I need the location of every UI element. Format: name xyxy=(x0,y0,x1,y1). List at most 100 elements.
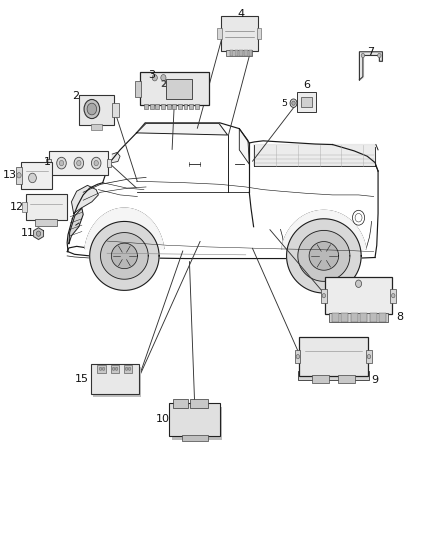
FancyBboxPatch shape xyxy=(140,72,209,106)
Bar xyxy=(155,104,159,109)
Text: 2: 2 xyxy=(160,80,166,89)
Text: 8: 8 xyxy=(396,312,403,322)
Bar xyxy=(46,159,51,167)
Text: 12: 12 xyxy=(10,202,25,212)
Polygon shape xyxy=(309,241,339,270)
Bar xyxy=(173,399,188,408)
Bar xyxy=(244,50,247,56)
Circle shape xyxy=(322,294,325,298)
Bar xyxy=(35,219,57,225)
FancyBboxPatch shape xyxy=(297,92,316,112)
Polygon shape xyxy=(69,208,83,244)
FancyBboxPatch shape xyxy=(26,195,67,220)
FancyBboxPatch shape xyxy=(221,15,258,51)
Bar xyxy=(167,104,170,109)
Polygon shape xyxy=(34,228,43,239)
Polygon shape xyxy=(85,208,164,256)
Bar xyxy=(144,104,148,109)
Circle shape xyxy=(392,294,395,298)
Bar xyxy=(91,124,102,130)
Bar xyxy=(301,97,312,108)
Bar xyxy=(217,28,222,38)
FancyBboxPatch shape xyxy=(299,337,367,376)
Polygon shape xyxy=(239,128,249,164)
Bar xyxy=(161,104,165,109)
Bar xyxy=(312,375,329,383)
Text: 9: 9 xyxy=(371,375,378,385)
FancyBboxPatch shape xyxy=(93,367,141,398)
Polygon shape xyxy=(254,144,376,166)
Circle shape xyxy=(161,75,166,81)
Circle shape xyxy=(112,367,115,370)
Bar xyxy=(370,313,377,322)
Polygon shape xyxy=(286,219,361,293)
Circle shape xyxy=(77,160,81,166)
Bar xyxy=(239,50,243,56)
FancyBboxPatch shape xyxy=(321,289,327,303)
Bar xyxy=(178,104,182,109)
Bar xyxy=(135,81,141,97)
Bar xyxy=(341,313,348,322)
FancyBboxPatch shape xyxy=(21,161,53,189)
FancyBboxPatch shape xyxy=(91,364,139,394)
Bar xyxy=(22,202,27,213)
FancyBboxPatch shape xyxy=(172,407,222,440)
Circle shape xyxy=(102,367,105,370)
FancyBboxPatch shape xyxy=(325,277,392,314)
Circle shape xyxy=(361,53,364,58)
Circle shape xyxy=(28,173,36,183)
Bar xyxy=(182,434,208,441)
Bar xyxy=(257,28,261,38)
Circle shape xyxy=(292,101,295,106)
Circle shape xyxy=(57,157,66,169)
Polygon shape xyxy=(360,52,382,80)
Circle shape xyxy=(17,173,21,178)
Polygon shape xyxy=(137,123,228,135)
Bar xyxy=(113,103,119,117)
Bar xyxy=(351,313,358,322)
Bar xyxy=(124,365,132,373)
Bar xyxy=(110,365,119,373)
FancyBboxPatch shape xyxy=(49,151,108,175)
Circle shape xyxy=(290,99,297,108)
Text: 3: 3 xyxy=(148,70,155,79)
Polygon shape xyxy=(298,230,350,281)
Circle shape xyxy=(296,354,300,359)
Bar xyxy=(338,375,355,383)
Bar xyxy=(379,313,386,322)
Circle shape xyxy=(87,103,97,115)
Bar xyxy=(172,104,176,109)
Circle shape xyxy=(59,160,64,166)
Text: 7: 7 xyxy=(367,47,374,56)
Circle shape xyxy=(92,157,101,169)
Bar xyxy=(249,50,252,56)
Circle shape xyxy=(367,354,371,359)
Text: 11: 11 xyxy=(21,228,35,238)
Bar xyxy=(234,50,238,56)
FancyBboxPatch shape xyxy=(390,289,396,303)
Circle shape xyxy=(152,75,157,81)
Circle shape xyxy=(115,367,118,370)
Circle shape xyxy=(356,280,362,287)
Bar xyxy=(332,313,339,322)
Bar xyxy=(226,50,252,56)
Bar xyxy=(328,313,389,322)
FancyBboxPatch shape xyxy=(298,372,369,381)
Text: 10: 10 xyxy=(155,414,170,424)
Bar xyxy=(16,167,22,184)
Circle shape xyxy=(84,100,100,118)
Text: 15: 15 xyxy=(75,374,89,384)
Circle shape xyxy=(36,231,41,236)
Text: 13: 13 xyxy=(3,171,17,180)
Text: 5: 5 xyxy=(281,99,287,108)
Bar xyxy=(107,159,111,167)
Bar xyxy=(166,79,191,99)
Bar xyxy=(150,104,154,109)
Circle shape xyxy=(128,367,131,370)
Polygon shape xyxy=(282,211,366,256)
Circle shape xyxy=(74,157,84,169)
Circle shape xyxy=(125,367,128,370)
Circle shape xyxy=(94,160,99,166)
Text: 1: 1 xyxy=(44,157,51,167)
Polygon shape xyxy=(90,221,159,290)
